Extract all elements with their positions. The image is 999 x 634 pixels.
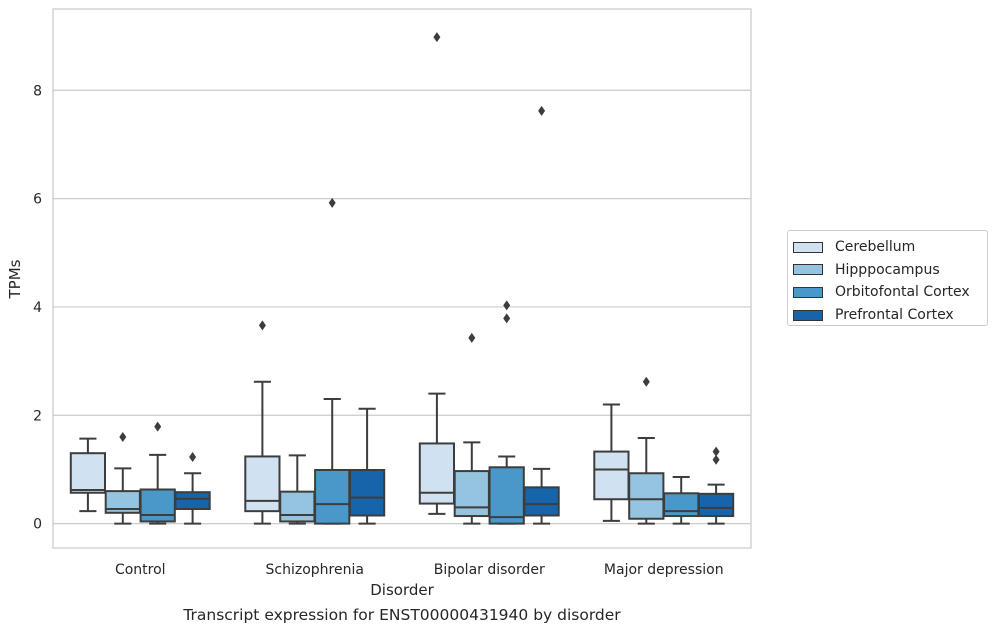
legend: Cerebellum Hipppocampus Orbitofontal Corte… [787, 230, 988, 326]
legend-swatch [793, 309, 823, 321]
legend-label: Cerebellum [835, 239, 916, 256]
legend-label: Prefrontal Cortex [835, 307, 954, 324]
iqr-box [523, 486, 560, 517]
outlier-point [503, 313, 511, 324]
outlier-point [538, 105, 546, 116]
iqr-box [628, 472, 665, 520]
outlier-point [433, 32, 441, 43]
legend-item: Hipppocampus [793, 259, 987, 282]
iqr-box [314, 468, 351, 525]
iqr-box [453, 470, 490, 518]
legend-item: Orbitofontal Cortex [793, 281, 987, 304]
box-cerebellum [593, 403, 630, 522]
outlier-point [258, 320, 266, 331]
box-orbitofontal-cortex [488, 300, 525, 525]
chart-caption: Transcript expression for ENST0000043194… [183, 606, 621, 624]
x-tick-label: Major depression [604, 562, 724, 578]
box-orbitofontal-cortex [314, 197, 351, 525]
box-cerebellum [244, 320, 281, 525]
iqr-box [593, 450, 630, 501]
x-tick-label: Bipolar disorder [434, 562, 545, 578]
iqr-box [488, 466, 525, 525]
plot-frame [52, 8, 752, 549]
outlier-point [189, 451, 197, 462]
iqr-box [348, 468, 386, 517]
y-tick-label: 6 [33, 192, 42, 208]
box-plot-series [69, 32, 735, 525]
box-prefrontal-cortex [348, 407, 386, 525]
legend-item: Prefrontal Cortex [793, 304, 987, 327]
iqr-box [663, 492, 700, 518]
legend-swatch [793, 286, 823, 298]
legend-swatch [793, 241, 823, 253]
y-tick-labels: 0 2 4 6 8 [33, 83, 42, 532]
outlier-point [468, 332, 476, 343]
legend-label: Orbitofontal Cortex [835, 284, 970, 301]
iqr-box [697, 492, 735, 518]
x-tick-label: Schizophrenia [266, 562, 364, 578]
iqr-box [244, 455, 281, 513]
x-tick-label: Control [115, 562, 166, 578]
gridlines [53, 89, 751, 525]
outlier-point [154, 421, 162, 432]
box-hipppocampus [453, 332, 490, 525]
box-prefrontal-cortex [523, 105, 560, 525]
iqr-box [69, 452, 107, 494]
legend-item: Cerebellum [793, 236, 987, 259]
y-tick-label: 0 [33, 517, 42, 533]
box-orbitofontal-cortex [139, 421, 176, 525]
box-cerebellum [69, 437, 107, 513]
outlier-point [328, 197, 336, 208]
y-tick-label: 8 [33, 83, 42, 99]
outlier-point [712, 454, 720, 465]
outlier-point [119, 431, 127, 442]
box-hipppocampus [104, 431, 141, 525]
y-tick-label: 2 [33, 408, 42, 424]
box-cerebellum [418, 32, 456, 515]
x-axis-title: Disorder [370, 581, 434, 599]
legend-swatch [793, 264, 823, 276]
legend-label: Hipppocampus [835, 261, 940, 278]
outlier-point [642, 376, 650, 387]
x-tick-labels: Control Schizophrenia Bipolar disorder Majo… [115, 562, 724, 578]
iqr-box [174, 491, 211, 510]
outlier-point [712, 446, 720, 457]
box-prefrontal-cortex [697, 446, 735, 525]
iqr-box [418, 442, 456, 505]
outlier-point [503, 300, 511, 311]
iqr-box [139, 488, 176, 523]
box-prefrontal-cortex [174, 451, 211, 525]
box-orbitofontal-cortex [663, 476, 700, 525]
iqr-box [279, 490, 316, 523]
box-hipppocampus [628, 376, 665, 525]
box-hipppocampus [279, 454, 316, 525]
y-axis-title: TPMs [6, 259, 24, 299]
y-tick-label: 4 [33, 300, 42, 316]
